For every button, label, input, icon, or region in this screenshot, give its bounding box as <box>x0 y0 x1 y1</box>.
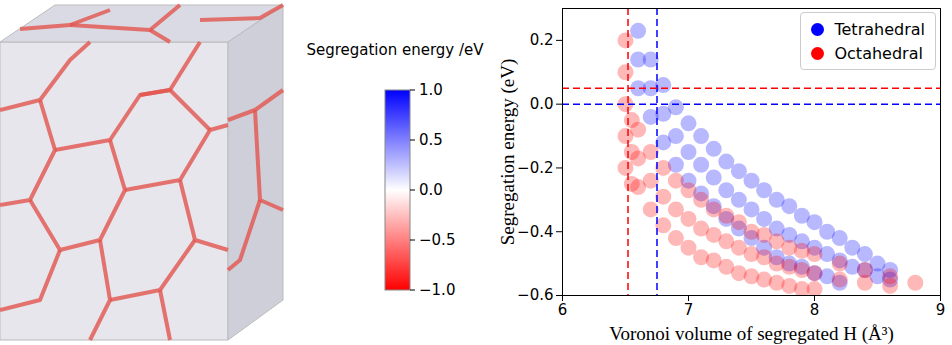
svg-text:7: 7 <box>684 301 694 319</box>
svg-text:Voronoi volume of segregated H: Voronoi volume of segregated H (Å³) <box>609 323 893 345</box>
html-text:Tetrahedral: Tetrahedral <box>834 19 925 39</box>
svg-text:1.0: 1.0 <box>419 81 443 99</box>
svg-text:0.5: 0.5 <box>419 131 443 149</box>
svg-text:−0.2: −0.2 <box>517 159 553 177</box>
svg-text:−0.5: −0.5 <box>419 231 455 249</box>
svg-text:0.0: 0.0 <box>419 181 443 199</box>
svg-text:Segregation energy /eV: Segregation energy /eV <box>306 41 484 59</box>
svg-text:9: 9 <box>936 301 946 319</box>
html-text:Octahedral: Octahedral <box>834 43 923 63</box>
svg-text:−1.0: −1.0 <box>419 281 455 299</box>
svg-text:0.2: 0.2 <box>530 31 554 49</box>
svg-text:0.0: 0.0 <box>530 95 554 113</box>
svg-text:6: 6 <box>558 301 568 319</box>
svg-text:Segregation energy (eV): Segregation energy (eV) <box>497 59 519 245</box>
svg-text:−0.6: −0.6 <box>517 286 553 304</box>
svg-text:−0.4: −0.4 <box>517 223 553 241</box>
svg-text:8: 8 <box>810 301 820 319</box>
